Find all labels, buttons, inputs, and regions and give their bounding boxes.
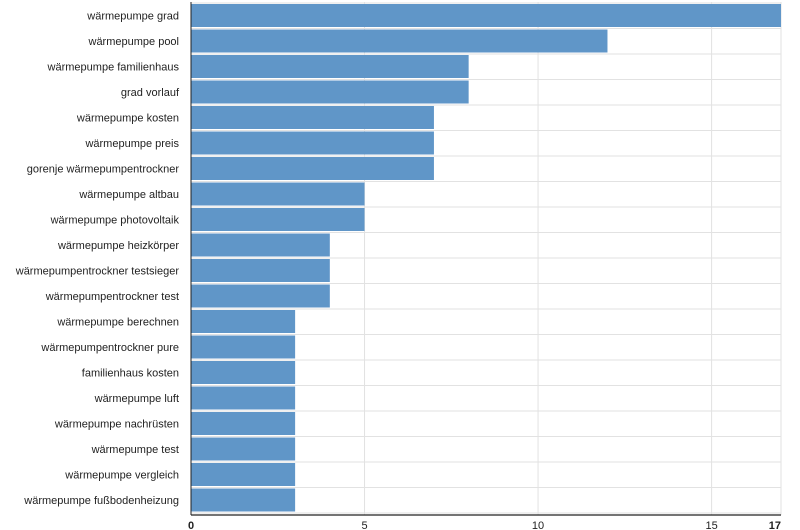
x-tick-label: 0	[188, 520, 194, 530]
category-label: wärmepumpe vergleich	[64, 470, 179, 482]
bar	[191, 463, 296, 486]
bar	[191, 131, 434, 155]
category-label: wärmepumpe grad	[86, 11, 179, 23]
bar	[191, 106, 434, 129]
bar	[191, 182, 365, 206]
category-labels: wärmepumpe grad wärmepumpe pool wärmepumpe…	[15, 11, 180, 508]
category-label: wärmepumpe test	[91, 444, 179, 456]
category-label: wärmepumpentrockner test	[45, 291, 179, 303]
bar	[191, 386, 296, 410]
bar	[191, 259, 330, 282]
grid-lines	[190, 2, 782, 515]
category-label: wärmepumpentrockner pure	[40, 342, 179, 354]
category-label: wärmepumpe kosten	[76, 113, 179, 125]
category-label: wärmepumpe fußbodenheizung	[23, 495, 179, 507]
x-tick-label: 5	[361, 520, 367, 530]
bar	[191, 4, 781, 27]
x-tick-label: 17	[769, 520, 781, 530]
category-label: wärmepumpe photovoltaik	[50, 215, 180, 227]
bar	[191, 361, 296, 384]
category-label: wärmepumpe preis	[84, 138, 179, 150]
category-label: wärmepumpe familienhaus	[47, 62, 180, 74]
category-label: grad vorlauf	[121, 87, 180, 99]
category-label: wärmepumpe heizkörper	[57, 240, 179, 252]
category-label: wärmepumpe berechnen	[56, 317, 179, 329]
x-axis: 0 5 10 15 17	[188, 2, 781, 530]
bar	[191, 29, 608, 53]
bar	[191, 55, 469, 78]
category-label: gorenje wärmepumpentrockner	[27, 164, 180, 176]
bar	[191, 310, 296, 333]
bar	[191, 284, 330, 308]
bar	[191, 335, 296, 359]
bar	[191, 412, 296, 435]
category-label: familienhaus kosten	[82, 368, 179, 380]
category-label: wärmepumpe nachrüsten	[54, 419, 179, 431]
bars	[191, 4, 781, 512]
bar	[191, 233, 330, 257]
x-tick-label: 10	[532, 520, 544, 530]
bar	[191, 488, 296, 512]
x-tick-label: 15	[705, 520, 717, 530]
bar	[191, 80, 469, 104]
category-label: wärmepumpe luft	[94, 393, 179, 405]
bar	[191, 208, 365, 231]
category-label: wärmepumpe altbau	[78, 189, 179, 201]
category-label: wärmepumpe pool	[88, 36, 180, 48]
category-label: wärmepumpentrockner testsieger	[15, 266, 180, 278]
bar	[191, 157, 434, 180]
bar	[191, 437, 296, 461]
